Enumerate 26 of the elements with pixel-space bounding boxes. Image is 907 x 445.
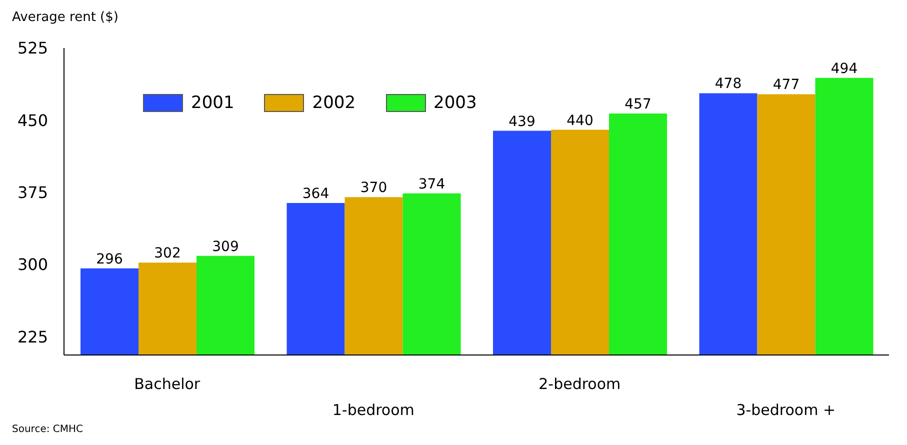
legend-label: 2002 [312,93,356,113]
data-label: 302 [154,246,181,262]
data-label: 364 [302,186,330,202]
data-label: 439 [508,114,536,130]
legend-label: 2001 [191,93,234,113]
x-tick-label: 3-bedroom + [736,401,836,419]
data-label: 374 [418,176,446,192]
legend-label: 2003 [434,93,477,113]
x-tick-label: Bachelor [134,375,201,393]
data-label: 477 [772,77,800,94]
y-tick-label: 300 [17,255,48,274]
y-tick-label: 375 [17,183,48,202]
data-label: 440 [566,112,594,129]
y-tick-label: 450 [17,110,48,130]
source-note: Source: CMHC [12,424,84,435]
y-tick-label: 225 [17,327,48,346]
data-label: 494 [830,60,858,77]
data-label: 370 [360,180,388,196]
data-label: 478 [714,76,742,92]
data-label: 457 [624,96,652,112]
y-axis-title: Average rent ($) [12,10,118,25]
y-tick-label: 525 [17,38,48,58]
x-tick-label: 2-bedroom [538,375,621,393]
data-label: 309 [212,238,239,255]
x-tick-label: 1-bedroom [332,401,414,419]
data-label: 296 [96,251,123,268]
